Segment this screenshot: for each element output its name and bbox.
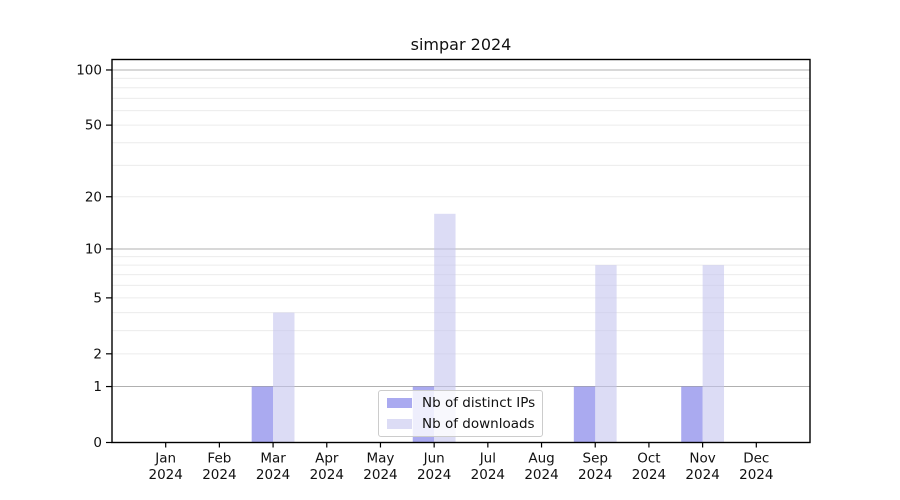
chart-title: simpar 2024 xyxy=(410,35,512,54)
bar-downloads xyxy=(273,312,295,443)
y-tick-label: 50 xyxy=(85,118,102,134)
bar-distinct-ips xyxy=(681,386,703,443)
x-tick-label: Nov 2024 xyxy=(685,451,719,484)
bar-downloads xyxy=(702,265,725,443)
x-tick-label: Apr 2024 xyxy=(310,451,344,484)
y-tick-label: 2 xyxy=(93,346,102,362)
x-tick-label: Aug 2024 xyxy=(524,451,558,484)
legend-swatch-distinct-ips-icon xyxy=(387,398,412,408)
x-tick-label: Dec 2024 xyxy=(739,451,773,484)
legend-label-downloads: Nb of downloads xyxy=(422,416,535,432)
bar-downloads xyxy=(595,265,617,443)
y-tick-label: 10 xyxy=(85,241,102,257)
bar-distinct-ips xyxy=(251,386,274,443)
x-tick-label: May 2024 xyxy=(363,451,397,484)
y-tick-label: 100 xyxy=(76,62,102,78)
x-tick-label: Sep 2024 xyxy=(578,451,612,484)
x-tick-label: Jun 2024 xyxy=(417,451,451,484)
x-tick-label: Feb 2024 xyxy=(202,451,236,484)
x-tick-label: Mar 2024 xyxy=(256,451,290,484)
legend-swatch-downloads-icon xyxy=(387,419,412,429)
x-tick-label: Oct 2024 xyxy=(632,451,666,484)
bar-distinct-ips xyxy=(573,386,596,443)
bar-downloads xyxy=(434,213,456,443)
y-tick-label: 1 xyxy=(93,379,102,395)
legend-label-distinct-ips: Nb of distinct IPs xyxy=(422,395,536,411)
y-tick-label: 0 xyxy=(93,435,102,451)
x-tick-label: Jul 2024 xyxy=(471,451,505,484)
legend-item-distinct-ips: Nb of distinct IPs xyxy=(387,394,542,412)
x-tick-label: Jan 2024 xyxy=(149,451,183,484)
y-tick-label: 20 xyxy=(85,189,102,205)
plot-border xyxy=(111,58,811,444)
legend: Nb of distinct IPs Nb of downloads xyxy=(378,390,543,437)
legend-item-downloads: Nb of downloads xyxy=(387,415,542,433)
y-tick-label: 5 xyxy=(93,290,102,306)
